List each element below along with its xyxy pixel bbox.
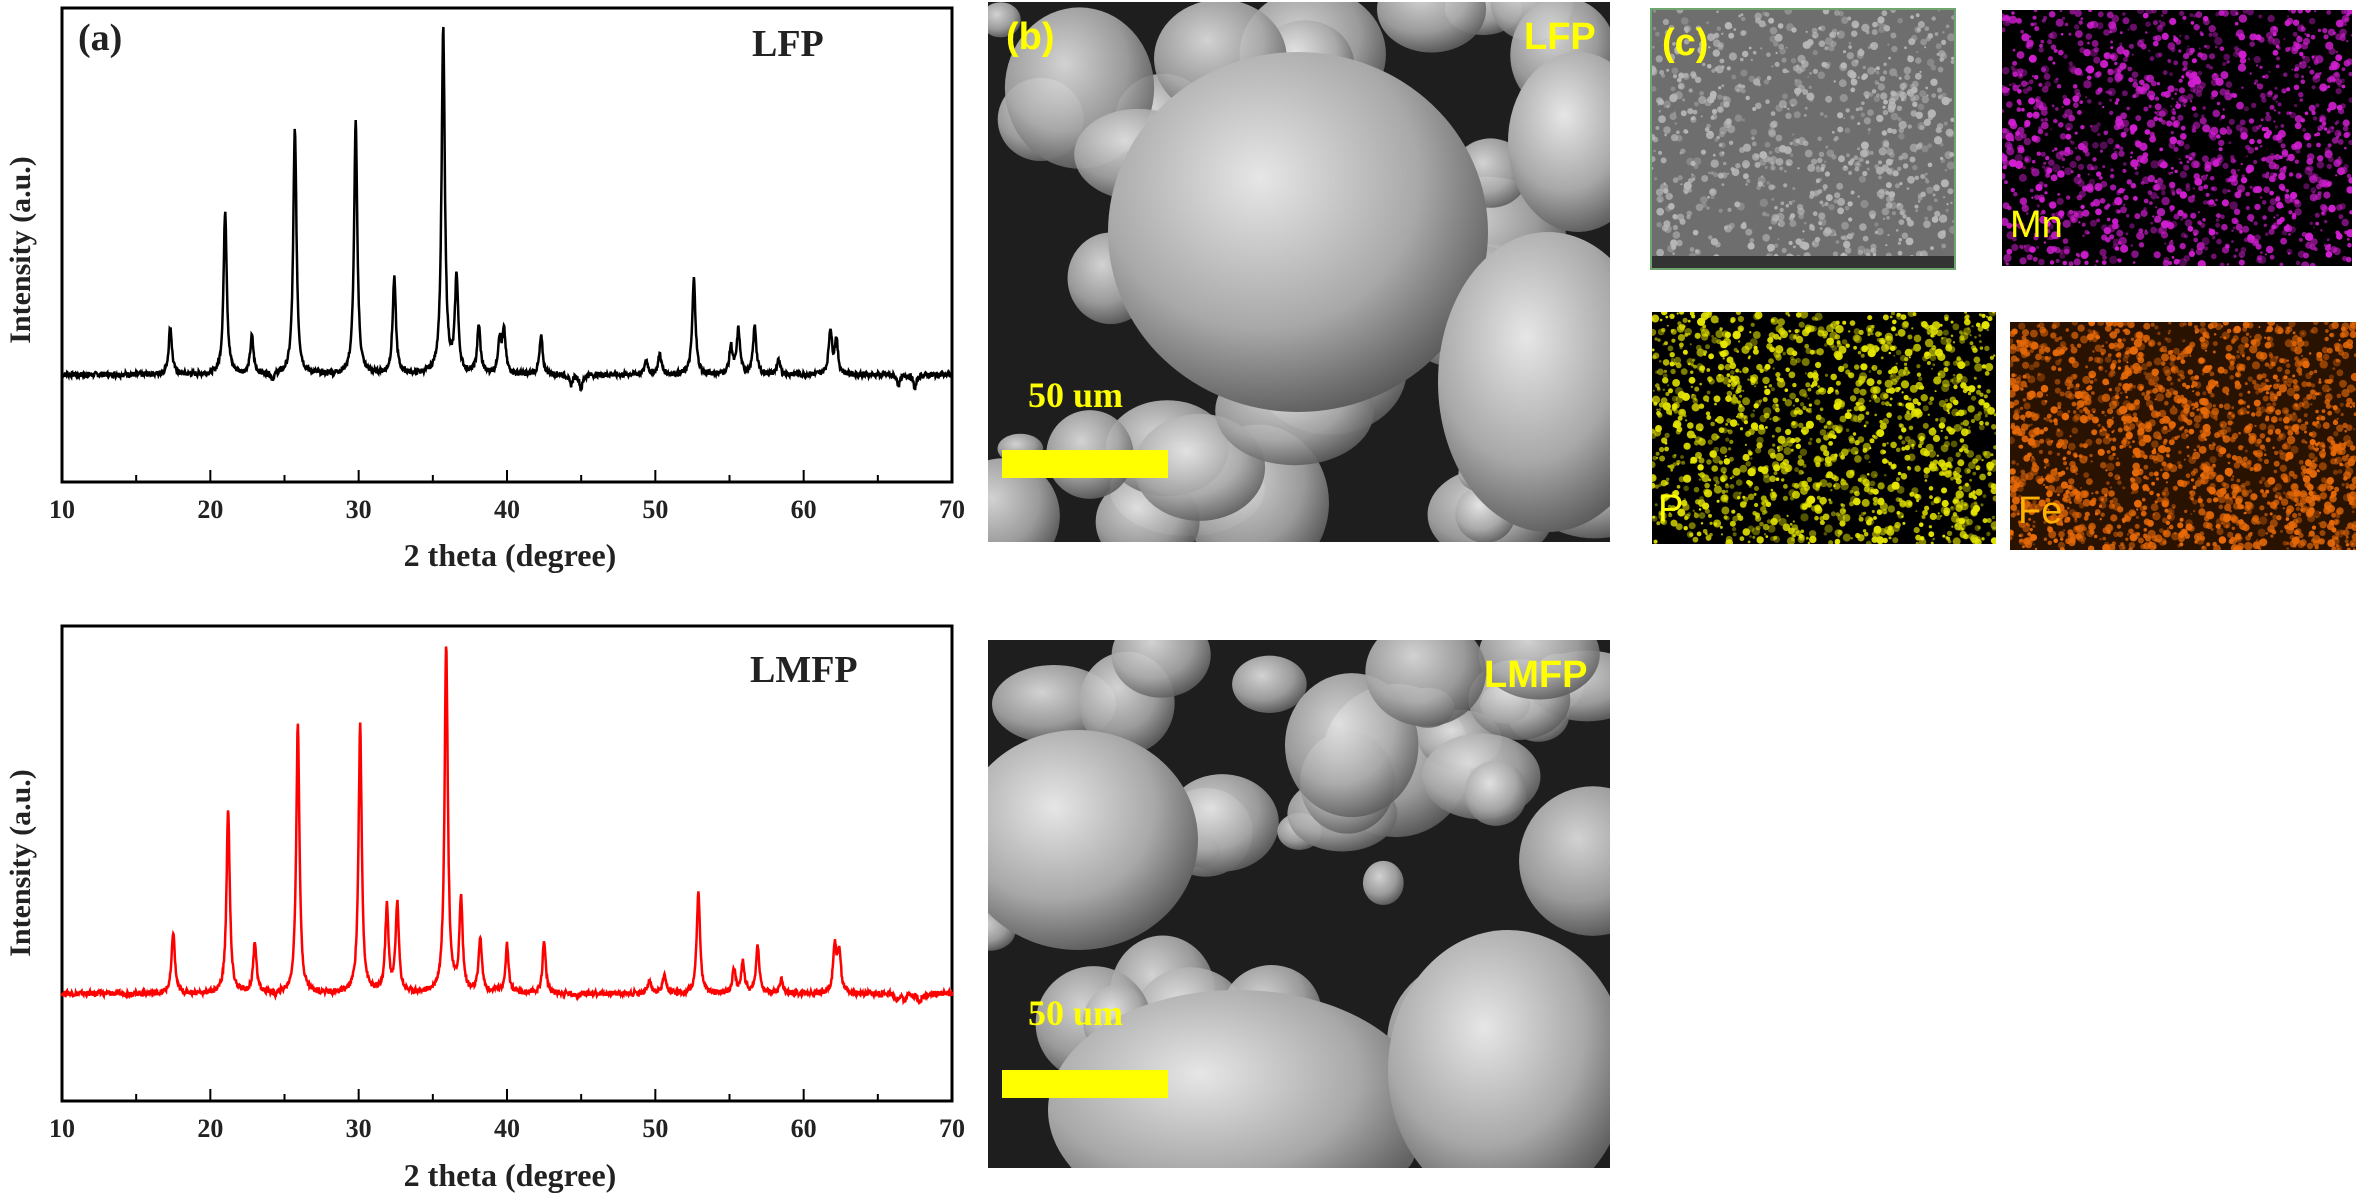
xrd-chart-lmfp: 10 20 30 40 50 60 70 LMFP 2 theta (degree) Int… bbox=[4, 624, 965, 1193]
plot-frame bbox=[60, 624, 954, 1103]
xrd-panel-lmfp: 10 20 30 40 50 60 70 LMFP 2 theta (degree) Int… bbox=[0, 608, 980, 1200]
eds-label-p: P bbox=[1658, 488, 1684, 530]
sem-particles-lfp bbox=[988, 2, 1610, 542]
chart-title-lmfp: LMFP bbox=[750, 649, 858, 691]
x-tick-label: 20 bbox=[197, 495, 223, 524]
x-tick-label: 10 bbox=[49, 495, 75, 524]
x-tick-label: 60 bbox=[791, 495, 817, 524]
eds-map-p: P bbox=[1652, 312, 1996, 544]
x-tick-label: 30 bbox=[346, 1114, 372, 1143]
x-tick-label: 40 bbox=[494, 495, 520, 524]
x-tick-label: 70 bbox=[939, 495, 965, 524]
eds-label-mn: Mn bbox=[2010, 204, 2063, 246]
x-axis-label-lmfp: 2 theta (degree) bbox=[404, 1157, 617, 1193]
x-axis-label-lfp: 2 theta (degree) bbox=[404, 537, 617, 573]
eds-map-mn: Mn bbox=[2002, 10, 2352, 266]
x-tick-label: 20 bbox=[197, 1114, 223, 1143]
sem-label-lmfp: LMFP bbox=[1484, 654, 1588, 696]
sem-label-lfp: LFP bbox=[1524, 16, 1596, 58]
scale-bar-lfp bbox=[1002, 450, 1168, 478]
xrd-line-lfp bbox=[61, 26, 954, 393]
y-axis-label-lfp: Intensity (a.u.) bbox=[4, 156, 37, 344]
y-axis-label-lmfp: Intensity (a.u.) bbox=[4, 769, 37, 957]
x-tick-label: 50 bbox=[642, 495, 668, 524]
p-distribution bbox=[1652, 312, 1996, 544]
scale-bar-label-lfp: 50 um bbox=[1028, 375, 1124, 415]
plot-frame bbox=[60, 6, 954, 484]
xrd-line-lmfp bbox=[60, 646, 954, 1006]
panel-label-b: (b) bbox=[1006, 16, 1055, 58]
panel-label-a: (a) bbox=[78, 17, 122, 59]
xrd-chart-lfp: 10 20 30 40 50 60 70 (a) LFP 2 theta (degree) … bbox=[4, 6, 965, 573]
fe-distribution bbox=[2010, 322, 2356, 550]
x-tick-label: 40 bbox=[494, 1114, 520, 1143]
sem-image-lfp: (b) LFP 50 um bbox=[988, 2, 1610, 542]
sem-info-bar bbox=[1652, 256, 1954, 268]
x-tick-label: 60 bbox=[791, 1114, 817, 1143]
scale-bar-lmfp bbox=[1002, 1070, 1168, 1098]
x-tick-label: 50 bbox=[642, 1114, 668, 1143]
x-tick-label: 30 bbox=[346, 495, 372, 524]
x-tick-label: 10 bbox=[49, 1114, 75, 1143]
eds-label-fe: Fe bbox=[2018, 490, 2063, 532]
x-tick-label: 70 bbox=[939, 1114, 965, 1143]
sem-particles-lmfp bbox=[988, 640, 1610, 1168]
eds-map-fe: Fe bbox=[2010, 322, 2356, 550]
mn-distribution bbox=[2002, 10, 2352, 266]
panel-label-c: (c) bbox=[1662, 22, 1709, 64]
sem-overview-image: (c) bbox=[1650, 8, 1956, 270]
scale-bar-label-lmfp: 50 um bbox=[1028, 993, 1124, 1033]
chart-title-lfp: LFP bbox=[752, 23, 824, 65]
xrd-panel-lfp: 10 20 30 40 50 60 70 (a) LFP 2 theta (degree) … bbox=[0, 0, 980, 590]
sem-image-lmfp: LMFP 50 um bbox=[988, 640, 1610, 1168]
